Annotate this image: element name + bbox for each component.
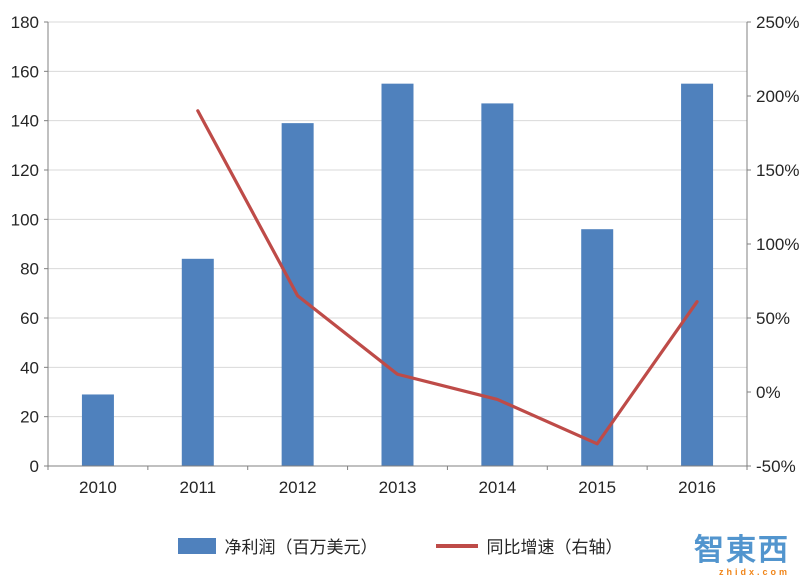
svg-text:50%: 50% (756, 309, 790, 328)
svg-text:100%: 100% (756, 235, 799, 254)
legend-item-growth: 同比增速（右轴） (435, 533, 623, 558)
legend-item-net-profit: 净利润（百万美元） (177, 533, 378, 558)
svg-text:2015: 2015 (578, 478, 616, 497)
svg-text:2013: 2013 (379, 478, 417, 497)
legend: 净利润（百万美元） 同比增速（右轴） (0, 533, 800, 558)
svg-text:40: 40 (20, 358, 39, 377)
svg-text:-50%: -50% (756, 457, 796, 476)
svg-text:150%: 150% (756, 161, 799, 180)
svg-text:120: 120 (11, 161, 39, 180)
svg-text:2016: 2016 (678, 478, 716, 497)
legend-label-net-profit: 净利润（百万美元） (224, 538, 378, 557)
svg-text:100: 100 (11, 210, 39, 229)
line-series-swatch (435, 543, 478, 548)
svg-text:200%: 200% (756, 87, 799, 106)
svg-text:250%: 250% (756, 13, 799, 32)
svg-text:2014: 2014 (478, 478, 516, 497)
svg-text:60: 60 (20, 309, 39, 328)
svg-text:2012: 2012 (279, 478, 317, 497)
svg-text:80: 80 (20, 260, 39, 279)
svg-text:20: 20 (20, 408, 39, 427)
svg-text:140: 140 (11, 112, 39, 131)
watermark-brand-text: 智東西 (694, 533, 790, 568)
combo-chart-canvas: 0 20 40 60 80 100 120 140 160 180 -50% 0% 50% 100% 150… (11, 13, 800, 497)
svg-text:0%: 0% (756, 383, 781, 402)
svg-text:160: 160 (11, 62, 39, 81)
watermark-domain-text: zhidx.com (718, 567, 790, 577)
watermark-logo: 智東西 zhidx.com (694, 536, 790, 577)
svg-text:180: 180 (11, 13, 39, 32)
svg-text:2010: 2010 (79, 478, 117, 497)
bar-series-swatch (177, 537, 216, 554)
svg-text:2011: 2011 (180, 478, 217, 497)
legend-label-growth: 同比增速（右轴） (486, 538, 623, 557)
svg-text:0: 0 (30, 457, 39, 476)
